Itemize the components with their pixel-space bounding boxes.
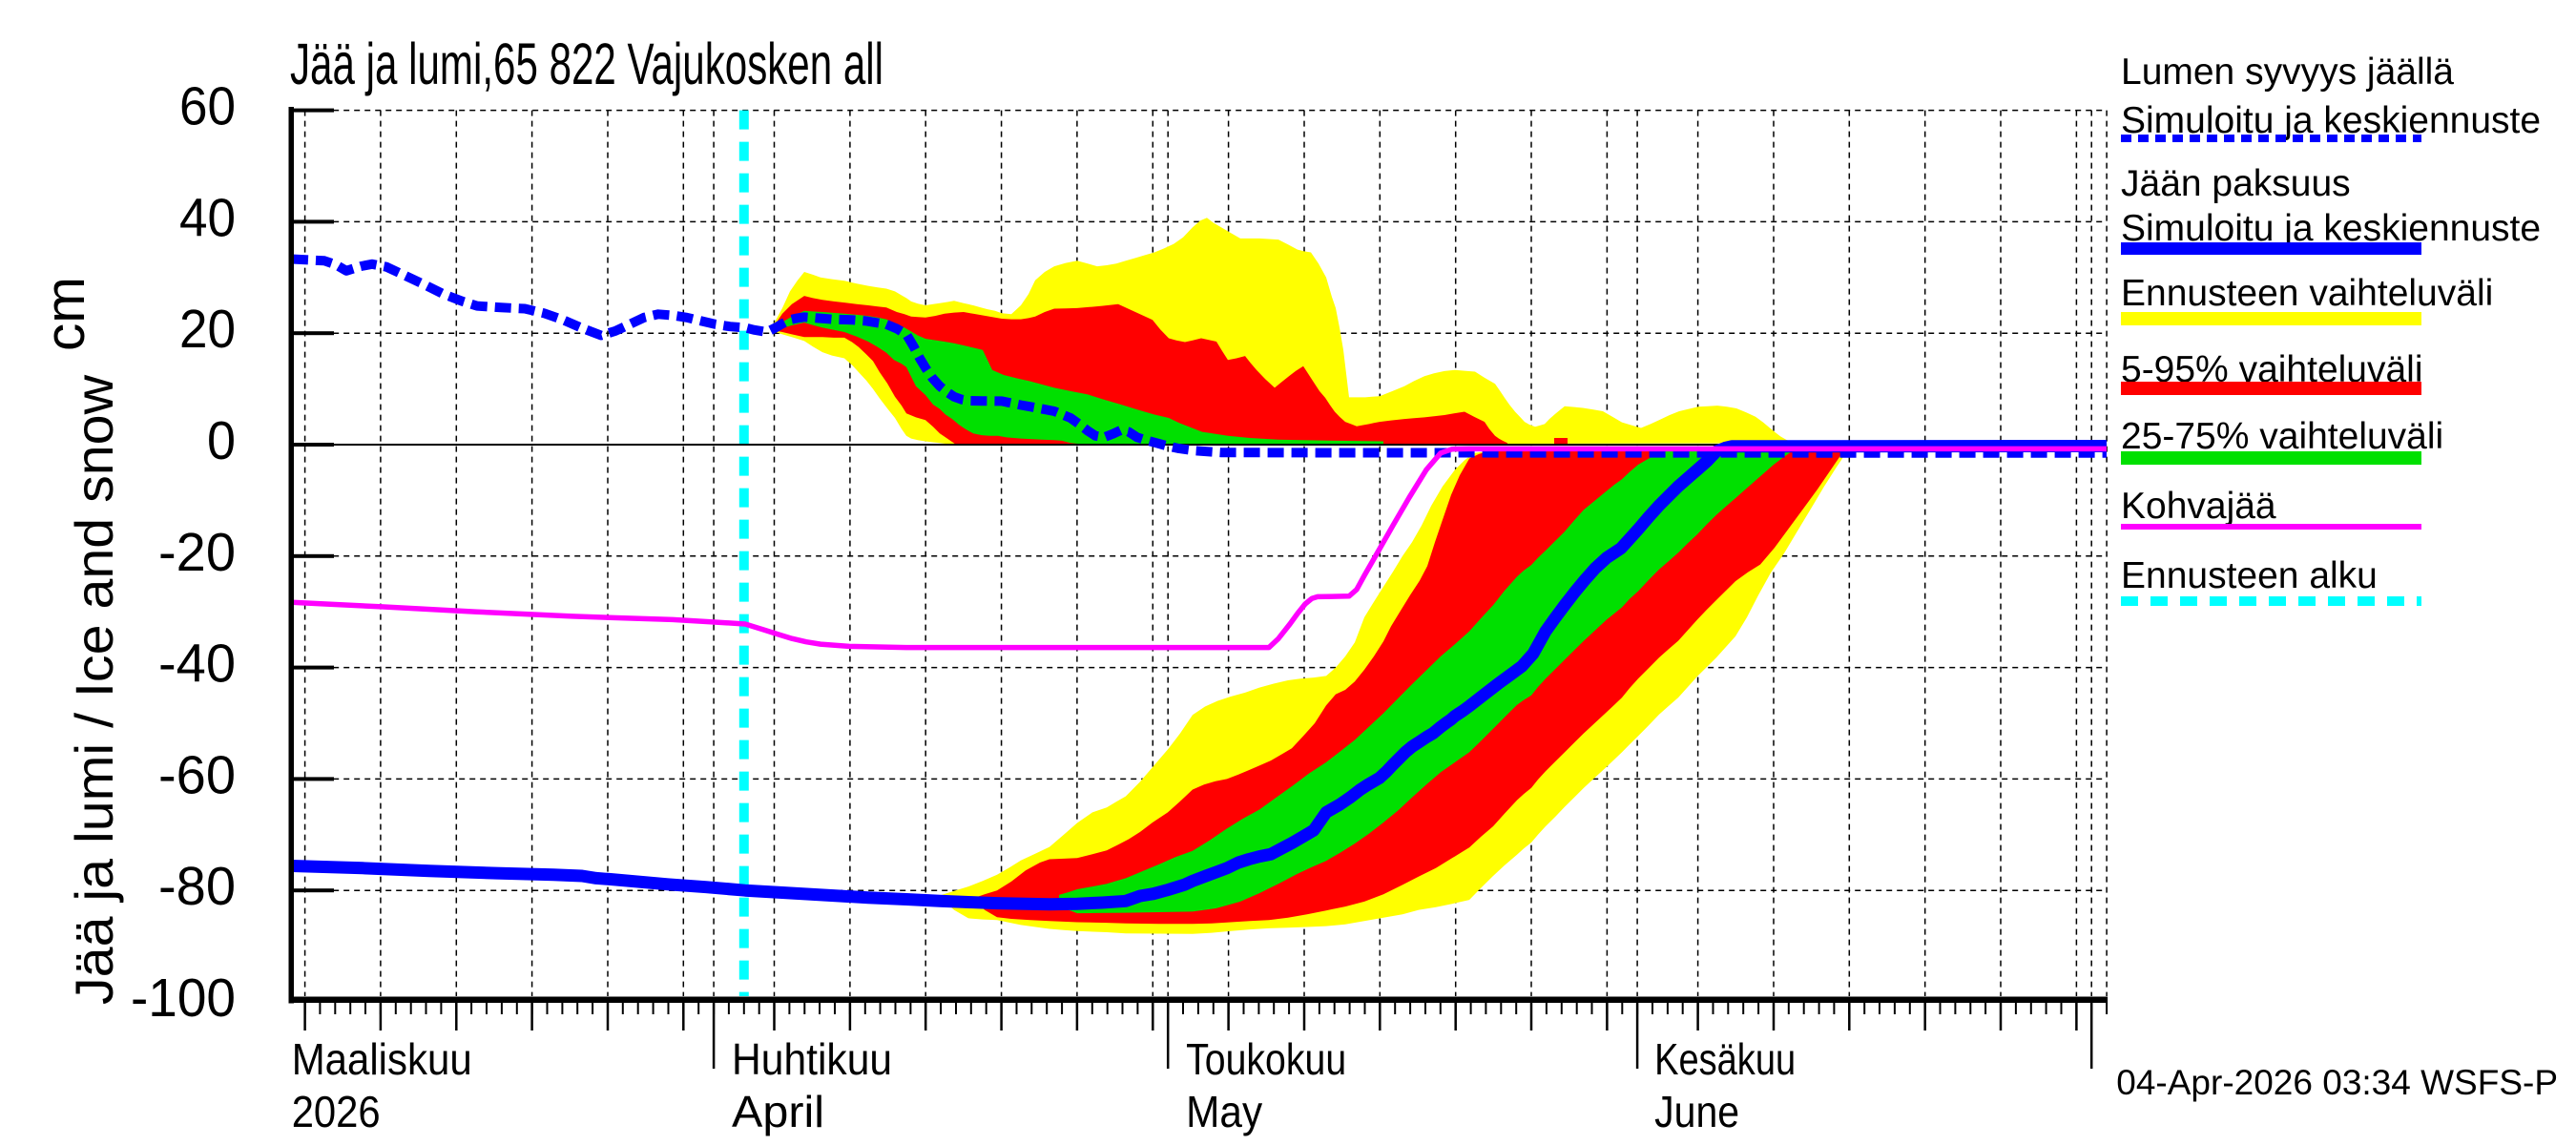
svg-text:04-Apr-2026 03:34 WSFS-P: 04-Apr-2026 03:34 WSFS-P [2116,1063,2558,1102]
svg-text:-80: -80 [158,856,236,917]
svg-text:Ennusteen vaihteluväli: Ennusteen vaihteluväli [2121,273,2493,314]
svg-text:Jää ja lumi / Ice and snow: Jää ja lumi / Ice and snow [64,374,124,1005]
svg-text:Maaliskuu: Maaliskuu [292,1034,472,1084]
svg-text:Simuloitu ja keskiennuste: Simuloitu ja keskiennuste [2121,100,2541,141]
svg-text:Lumen syvyys jäällä: Lumen syvyys jäällä [2121,52,2454,93]
svg-text:20: 20 [179,299,236,360]
svg-text:June: June [1654,1087,1739,1136]
svg-text:60: 60 [179,76,236,137]
svg-text:40: 40 [179,187,236,248]
svg-text:Kesäkuu: Kesäkuu [1654,1034,1796,1084]
svg-text:Jää ja lumi,65 822 Vajukosken: Jää ja lumi,65 822 Vajukosken all [290,31,883,96]
svg-text:-60: -60 [158,744,236,805]
svg-text:Simuloitu ja keskiennuste: Simuloitu ja keskiennuste [2121,208,2541,249]
svg-text:0: 0 [207,410,236,471]
svg-text:cm: cm [34,277,96,351]
svg-text:-20: -20 [158,522,236,583]
svg-text:25-75% vaihteluväli: 25-75% vaihteluväli [2121,416,2443,457]
svg-text:2026: 2026 [292,1087,381,1136]
svg-text:May: May [1186,1087,1262,1136]
svg-text:Kohvajää: Kohvajää [2121,486,2276,527]
svg-text:Toukokuu: Toukokuu [1186,1034,1346,1084]
svg-text:Jään paksuus: Jään paksuus [2121,163,2351,204]
svg-text:Ennusteen alku: Ennusteen alku [2121,555,2378,596]
svg-text:April: April [732,1087,824,1136]
svg-text:Huhtikuu: Huhtikuu [732,1034,892,1084]
svg-text:-40: -40 [158,634,236,695]
svg-text:-100: -100 [131,968,236,1029]
